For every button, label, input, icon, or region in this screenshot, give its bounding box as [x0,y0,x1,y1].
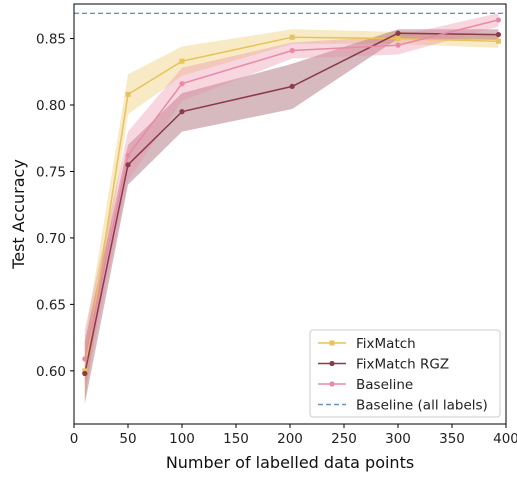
y-axis-ticks: 0.60 0.65 0.70 0.75 0.80 0.85 [36,32,74,380]
marker-baseline [289,47,295,54]
x-tick-label: 150 [223,431,249,447]
line-baseline [84,19,499,360]
legend-box [309,329,501,418]
line-fixmatch [84,36,499,371]
x-tick-label: 200 [277,431,303,447]
marker-fixmatch [125,91,131,97]
marker-fixmatch-rgz [82,370,88,377]
y-tick-label: 0.60 [36,364,66,380]
marker-fixmatch [495,38,501,44]
marker-fixmatch-rgz [495,31,502,38]
confidence-bands [84,13,499,405]
legend: FixMatch FixMatch RGZ Baseline Baseline (al… [309,329,501,418]
x-tick-label: 0 [70,431,79,447]
y-tick-label: 0.75 [36,164,66,180]
x-tick-label: 400 [493,431,517,447]
legend-label-baseline-all-labels: Baseline (all labels) [356,398,488,414]
x-axis-label: Number of labelled data points [166,453,414,472]
y-axis-label: Test Accuracy [9,159,28,270]
x-axis-ticks: 0 50 100 150 200 250 300 350 400 [70,424,517,447]
x-tick-label: 250 [331,431,357,447]
series-markers [82,17,502,377]
marker-fixmatch-rgz [125,162,131,168]
legend-marker-baseline [329,381,335,387]
band-fixmatch-rgz [84,29,499,405]
marker-fixmatch-rgz [179,109,185,115]
marker-baseline [395,42,401,48]
marker-fixmatch [395,36,401,42]
marker-fixmatch [289,34,295,40]
marker-baseline [125,152,131,159]
marker-fixmatch [179,58,185,64]
marker-fixmatch-rgz [395,30,401,36]
legend-label-baseline: Baseline [356,377,413,393]
legend-marker-fixmatch-rgz [329,360,335,367]
marker-baseline [179,81,185,87]
x-tick-label: 300 [385,431,411,447]
y-tick-label: 0.85 [36,32,66,48]
marker-fixmatch-rgz [289,83,295,90]
x-tick-label: 50 [119,431,136,447]
x-tick-label: 100 [169,431,195,447]
legend-marker-fixmatch [329,340,335,346]
y-tick-label: 0.70 [36,231,66,247]
line-fixmatch-rgz [84,32,499,374]
x-tick-label: 350 [439,431,465,447]
y-tick-label: 0.65 [36,297,66,313]
marker-baseline [82,356,88,362]
y-tick-label: 0.80 [36,98,66,114]
marker-baseline [495,17,502,23]
marker-fixmatch [82,368,88,374]
series-lines [84,19,499,374]
legend-label-fixmatch: FixMatch [356,336,416,352]
legend-label-fixmatch-rgz: FixMatch RGZ [356,357,449,373]
